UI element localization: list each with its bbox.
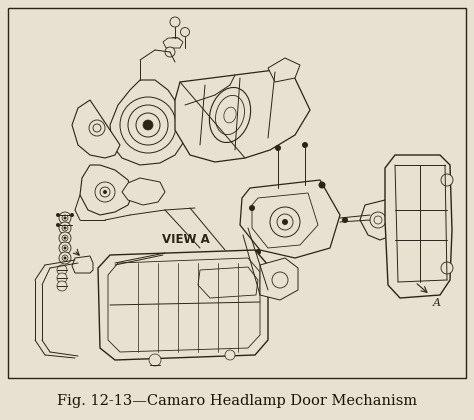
Circle shape: [387, 225, 393, 231]
Ellipse shape: [136, 113, 160, 137]
Polygon shape: [360, 200, 395, 240]
Ellipse shape: [143, 120, 153, 130]
Polygon shape: [260, 258, 298, 300]
Circle shape: [70, 213, 74, 217]
Circle shape: [441, 174, 453, 186]
Polygon shape: [163, 38, 183, 48]
Circle shape: [59, 242, 71, 254]
Circle shape: [167, 50, 173, 55]
Circle shape: [319, 181, 326, 189]
Circle shape: [302, 182, 308, 188]
Circle shape: [103, 190, 107, 194]
Circle shape: [60, 284, 64, 289]
Circle shape: [93, 124, 101, 132]
Polygon shape: [122, 178, 165, 205]
Circle shape: [62, 225, 68, 231]
Circle shape: [95, 182, 115, 202]
Polygon shape: [252, 193, 318, 248]
Circle shape: [444, 265, 450, 271]
Circle shape: [64, 216, 66, 220]
Polygon shape: [72, 100, 120, 158]
Circle shape: [249, 205, 255, 211]
Circle shape: [62, 235, 68, 241]
Ellipse shape: [216, 95, 245, 135]
Circle shape: [57, 265, 67, 275]
Circle shape: [89, 120, 105, 136]
Circle shape: [183, 30, 187, 34]
Polygon shape: [72, 256, 93, 273]
Circle shape: [370, 212, 386, 228]
Circle shape: [153, 357, 157, 362]
Circle shape: [62, 255, 68, 261]
Circle shape: [56, 223, 60, 227]
Circle shape: [56, 213, 60, 217]
Circle shape: [270, 207, 300, 237]
Polygon shape: [108, 258, 260, 352]
Circle shape: [441, 262, 453, 274]
Circle shape: [64, 226, 66, 229]
Circle shape: [59, 222, 71, 234]
Circle shape: [255, 249, 261, 255]
Circle shape: [59, 252, 71, 264]
Circle shape: [64, 236, 66, 239]
Circle shape: [277, 214, 293, 230]
Polygon shape: [98, 250, 268, 360]
Polygon shape: [385, 155, 452, 298]
Polygon shape: [110, 80, 185, 165]
Circle shape: [64, 257, 66, 260]
Circle shape: [282, 219, 288, 225]
Circle shape: [342, 217, 348, 223]
Circle shape: [272, 272, 288, 288]
Polygon shape: [268, 58, 300, 82]
Bar: [8, 8, 466, 378]
Polygon shape: [80, 165, 133, 215]
Circle shape: [60, 276, 64, 281]
Circle shape: [57, 281, 67, 291]
Circle shape: [387, 212, 393, 218]
Polygon shape: [175, 68, 310, 162]
Circle shape: [62, 215, 68, 221]
Polygon shape: [198, 267, 258, 298]
Circle shape: [275, 145, 281, 151]
Ellipse shape: [120, 97, 176, 153]
Circle shape: [59, 212, 71, 224]
Circle shape: [181, 27, 190, 37]
Circle shape: [374, 216, 382, 224]
Text: Fig. 12-13—Camaro Headlamp Door Mechanism: Fig. 12-13—Camaro Headlamp Door Mechanis…: [57, 394, 417, 408]
Circle shape: [170, 17, 180, 27]
Text: VIEW A: VIEW A: [162, 233, 210, 246]
Circle shape: [275, 185, 281, 191]
Ellipse shape: [128, 105, 168, 145]
Circle shape: [228, 352, 233, 357]
Circle shape: [62, 245, 68, 251]
Circle shape: [59, 232, 71, 244]
Circle shape: [57, 273, 67, 283]
Polygon shape: [240, 180, 340, 258]
Text: A: A: [433, 298, 441, 308]
Circle shape: [60, 268, 64, 273]
Circle shape: [64, 247, 66, 249]
Circle shape: [100, 187, 110, 197]
Ellipse shape: [224, 107, 236, 123]
Circle shape: [444, 177, 450, 183]
Ellipse shape: [210, 87, 251, 142]
Circle shape: [173, 19, 177, 24]
Circle shape: [225, 350, 235, 360]
Circle shape: [149, 354, 161, 366]
Circle shape: [165, 47, 175, 57]
Ellipse shape: [170, 37, 180, 42]
Circle shape: [302, 142, 308, 148]
